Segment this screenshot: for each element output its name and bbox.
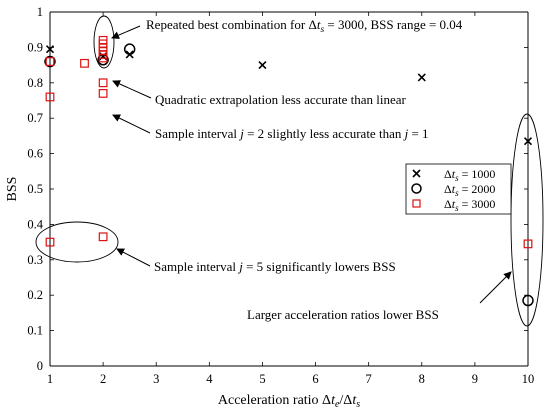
legend-label-dts-3000: Δts = 3000	[444, 197, 495, 213]
ellipse-sample-interval-5	[35, 221, 119, 263]
x-ticks: 1 2 3 4 5 6 7 8 9 10	[47, 12, 534, 386]
x-tick-label: 3	[153, 372, 159, 386]
y-tick-label: 0.2	[27, 288, 43, 302]
point-circle-marker	[44, 55, 56, 68]
point-square-marker	[98, 78, 108, 88]
point-square-marker	[98, 232, 108, 242]
y-tick-label: 0.4	[27, 217, 43, 231]
y-tick-label: 0.1	[27, 324, 43, 338]
data-marks	[44, 35, 534, 307]
annotation-best-combination: Repeated best combination for Δts = 3000…	[146, 17, 463, 35]
arrow-best-combination	[111, 25, 141, 39]
annotation-sample-interval-5: Sample interval j = 5 significantly lowe…	[154, 259, 396, 274]
plot-area	[49, 11, 529, 367]
legend-box	[405, 163, 512, 215]
point-square-marker	[98, 53, 108, 63]
annotation-quadratic: Quadratic extrapolation less accurate th…	[155, 92, 407, 107]
annotation-sample-interval-2: Sample interval j = 2 slightly less accu…	[155, 126, 429, 141]
point-x-marker	[417, 73, 426, 82]
point-x-marker	[523, 137, 533, 146]
legend-marker-circle	[411, 183, 422, 194]
highlight-ellipses	[35, 15, 544, 327]
x-tick-label: 6	[312, 372, 318, 386]
x-tick-label: 9	[472, 372, 478, 386]
x-tick-label: 10	[522, 372, 535, 386]
x-tick-label: 5	[259, 372, 265, 386]
legend: Δts = 1000 Δts = 2000 Δts = 3000	[405, 163, 512, 215]
arrow-sample-interval-5	[116, 248, 151, 267]
y-axis-title: BSS	[5, 177, 20, 202]
annotation-large-ratio: Larger acceleration ratios lower BSS	[247, 307, 439, 322]
point-square-marker	[98, 89, 108, 98]
y-tick-label: 0.6	[27, 147, 43, 161]
y-tick-label: 1	[37, 5, 43, 19]
legend-marker-x	[412, 169, 421, 178]
y-tick-label: 0.7	[27, 111, 43, 125]
y-ticks: 0 0.1 0.2 0.3 0.4 0.5 0.6 0.7 0.8 0.9 1	[27, 5, 528, 373]
legend-label-dts-1000: Δts = 1000	[444, 167, 495, 183]
x-tick-label: 8	[419, 372, 425, 386]
point-square-marker	[80, 58, 89, 68]
ellipse-large-ratio	[510, 113, 544, 327]
point-square-marker	[45, 57, 55, 66]
point-square-marker	[523, 239, 533, 249]
x-tick-label: 1	[47, 372, 53, 386]
arrow-sample-interval-2	[112, 114, 151, 134]
point-circle-marker	[123, 43, 136, 55]
ellipse-best-combination	[93, 15, 115, 69]
y-tick-label: 0.8	[27, 76, 43, 90]
x-tick-label: 2	[100, 372, 106, 386]
arrow-large-ratio	[479, 271, 512, 304]
x-tick-label: 4	[206, 372, 213, 386]
point-x-marker	[258, 61, 267, 70]
point-x-marker	[45, 45, 55, 54]
y-tick-label: 0	[37, 359, 43, 373]
y-tick-label: 0.5	[27, 182, 43, 196]
point-square-marker	[45, 92, 55, 102]
x-tick-label: 7	[366, 372, 372, 386]
y-tick-label: 0.3	[27, 253, 43, 267]
annotation-arrows	[111, 25, 512, 304]
x-axis-title: Acceleration ratio Δte/Δts	[218, 393, 360, 410]
y-tick-label: 0.9	[27, 40, 43, 54]
point-square-marker	[45, 237, 55, 247]
legend-label-dts-2000: Δts = 2000	[444, 182, 495, 198]
point-circle-marker	[522, 294, 534, 307]
arrow-quadratic	[112, 80, 152, 99]
legend-marker-square	[412, 199, 421, 208]
